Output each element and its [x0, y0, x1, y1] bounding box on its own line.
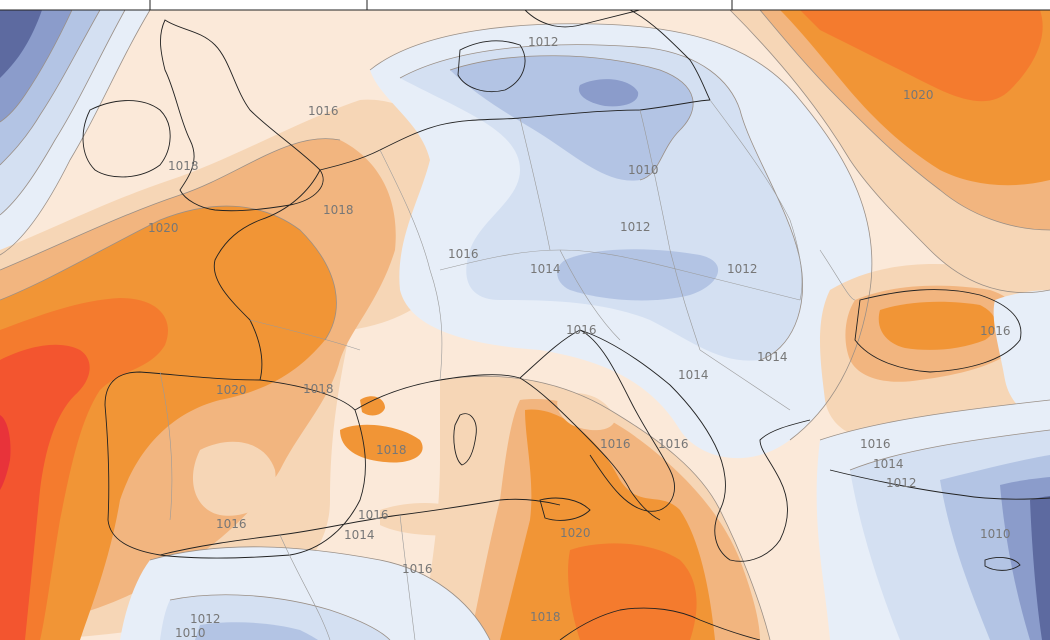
label-1010-sw: 1010: [175, 626, 206, 640]
label-1014-germany: 1014: [530, 262, 561, 276]
label-1012-ukraine: 1012: [727, 262, 758, 276]
label-1018-channel: 1018: [323, 203, 354, 217]
label-1012-czech: 1012: [620, 220, 651, 234]
label-1018-spain: 1018: [376, 443, 407, 457]
isobar-labels: 1012 1016 1020 1018 1018 1020 1010 1012 …: [148, 35, 1011, 640]
label-1020-ionian: 1020: [560, 526, 591, 540]
label-1014-turkey: 1014: [873, 457, 904, 471]
label-1020-biscay: 1020: [148, 221, 179, 235]
southeast-low: [816, 400, 1050, 640]
label-1014-algeria: 1014: [344, 528, 375, 542]
label-1016-algeria: 1016: [358, 508, 389, 522]
label-1010-poland: 1010: [628, 163, 659, 177]
label-1018-iberia: 1018: [303, 382, 334, 396]
label-1016-adriatic: 1016: [600, 437, 631, 451]
atlantic-low: [0, 10, 150, 255]
label-1020-iberia: 1020: [216, 383, 247, 397]
top-margin-left: [0, 0, 150, 10]
coastlines: [82, 9, 1050, 640]
label-1016-andalusia: 1016: [216, 517, 247, 531]
label-1014-balkan: 1014: [757, 350, 788, 364]
label-1016-n: 1016: [308, 104, 339, 118]
iberia-patches: [192, 392, 615, 516]
isobars: [0, 9, 1050, 640]
label-1016-alps: 1016: [566, 323, 597, 337]
label-1018-ireland: 1018: [168, 159, 199, 173]
southeast-field: [820, 264, 1050, 441]
borders: [159, 99, 856, 640]
label-1016-germany: 1016: [448, 247, 479, 261]
northeast-high: [730, 10, 1050, 293]
label-1016-black-sea: 1016: [980, 324, 1011, 338]
label-1010-east: 1010: [980, 527, 1011, 541]
label-1020-ne: 1020: [903, 88, 934, 102]
mediterranean-high: [420, 376, 770, 640]
label-1012-sw: 1012: [190, 612, 221, 626]
label-1016-greece: 1016: [658, 437, 689, 451]
africa-field: [120, 503, 490, 640]
label-1012-turkey: 1012: [886, 476, 917, 490]
label-1012-north: 1012: [528, 35, 559, 49]
label-1018-libya: 1018: [530, 610, 561, 624]
label-1016-aegean: 1016: [860, 437, 891, 451]
label-1014-romania: 1014: [678, 368, 709, 382]
label-1016-sahara: 1016: [402, 562, 433, 576]
